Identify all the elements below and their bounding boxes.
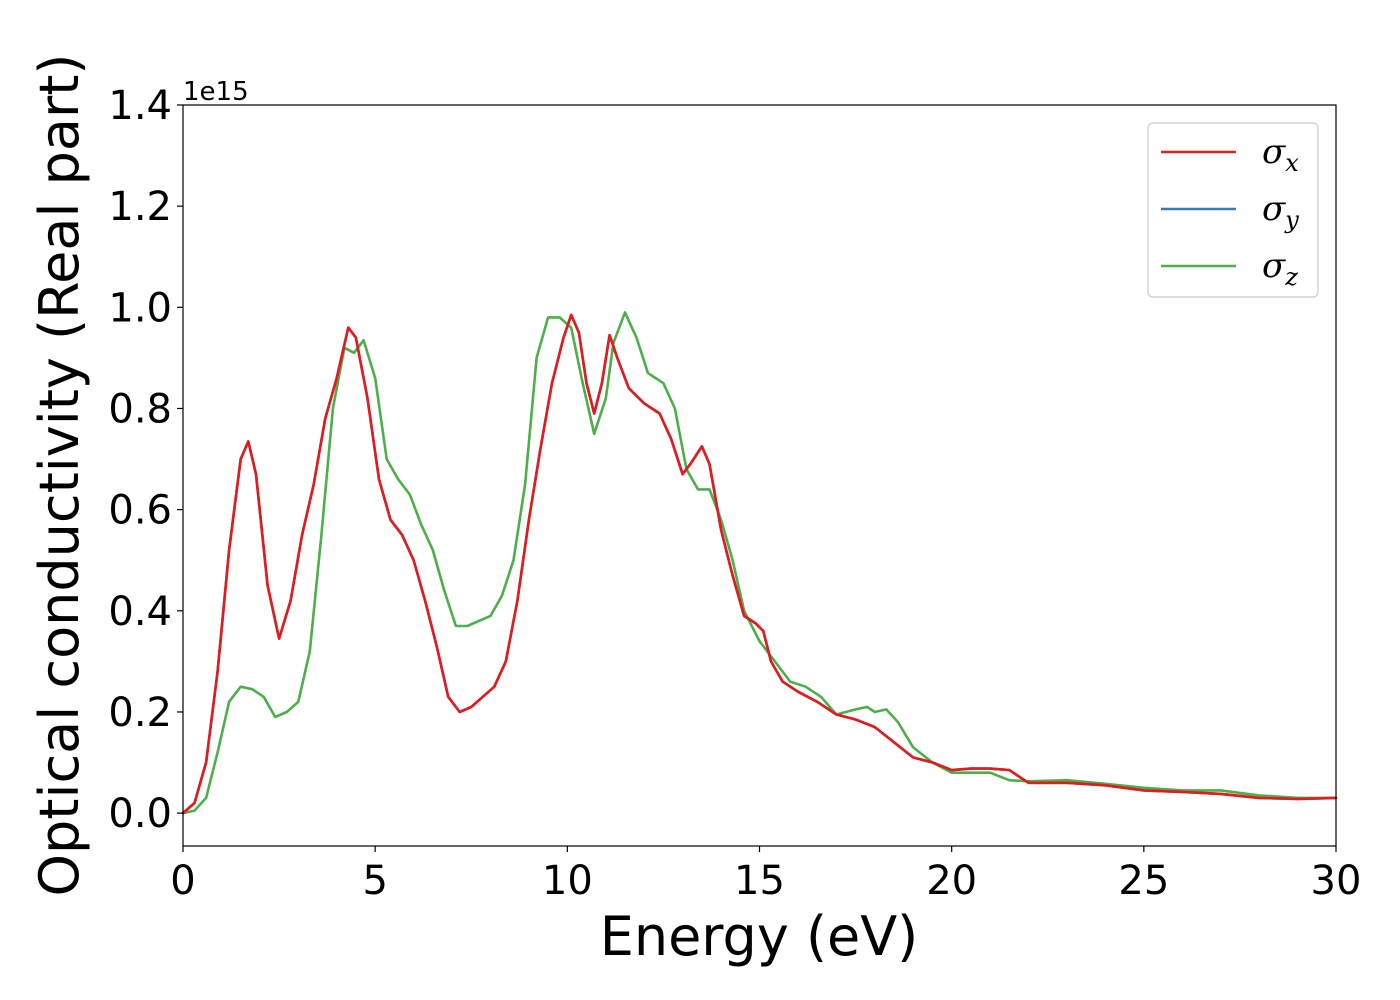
x-tick-label: 10 <box>542 858 593 904</box>
legend: σx σy σz <box>1147 122 1319 298</box>
x-tick-label: 30 <box>1311 858 1362 904</box>
series-layer <box>181 311 1338 815</box>
legend-label-y: σy <box>1262 189 1299 234</box>
y-axis-ticks: 0.0 0.2 0.4 0.6 0.8 1.0 1.2 1.4 <box>108 83 183 837</box>
x-axis-ticks: 0 5 10 15 20 25 30 <box>170 846 1361 904</box>
legend-label-x: σx <box>1262 132 1299 177</box>
x-tick-label: 25 <box>1118 858 1169 904</box>
y-tick-label: 0.8 <box>108 386 172 432</box>
y-tick-label: 0.2 <box>108 690 172 736</box>
x-tick-label: 0 <box>170 858 195 904</box>
x-tick-label: 15 <box>734 858 785 904</box>
y-tick-label: 1.4 <box>108 83 172 129</box>
x-tick-label: 5 <box>362 858 387 904</box>
y-tick-label: 0.4 <box>108 589 172 635</box>
y-axis-label: Optical conductivity (Real part) <box>28 54 91 897</box>
y-offset-label: 1e15 <box>183 77 249 107</box>
x-tick-label: 20 <box>926 858 977 904</box>
x-axis-label: Energy (eV) <box>600 905 919 968</box>
y-tick-label: 0.6 <box>108 488 172 534</box>
legend-label-z: σz <box>1262 246 1298 291</box>
plot-area <box>183 105 1336 846</box>
y-tick-label: 0.0 <box>108 791 172 837</box>
y-tick-label: 1.2 <box>108 184 172 230</box>
series-line-x <box>181 313 1338 815</box>
y-tick-label: 1.0 <box>108 285 172 331</box>
